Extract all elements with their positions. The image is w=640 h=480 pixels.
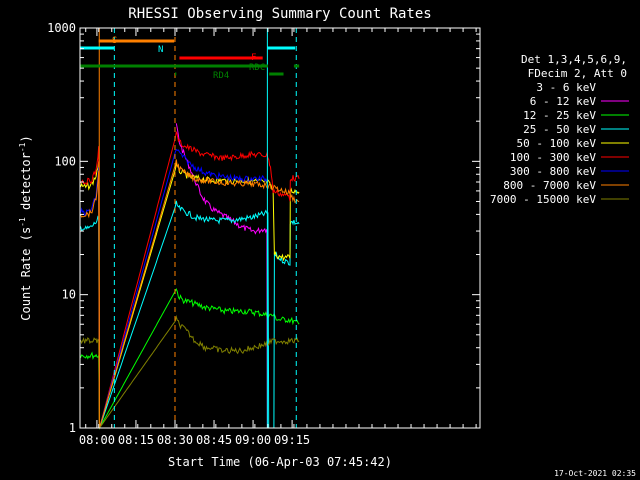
legend: Det 1,3,4,5,6,9, FDecim 2, Att 0 3 - 6 k… xyxy=(490,53,629,206)
y-axis-label-part: ) xyxy=(19,135,33,142)
legend-label: 50 - 100 keV xyxy=(517,137,597,150)
y-tick-label: 10 xyxy=(62,288,76,302)
y-axis-label-exponent: -1 xyxy=(18,217,27,227)
series-line xyxy=(80,200,300,429)
x-tick-label: 09:15 xyxy=(274,433,310,447)
legend-label: 6 - 12 keV xyxy=(530,95,597,108)
series-line xyxy=(80,148,269,429)
chart-title: RHESSI Observing Summary Count Rates xyxy=(128,6,431,22)
y-axis-label: Count Rate (s-1 detector-1) xyxy=(18,135,33,320)
x-axis-ticks: 08:00 08:15 08:30 08:45 09:00 09:15 xyxy=(79,28,477,447)
legend-label: 300 - 800 keV xyxy=(510,165,596,178)
y-axis-label-exponent: -1 xyxy=(18,142,27,152)
legend-label: 3 - 6 keV xyxy=(536,81,596,94)
flag-bar xyxy=(80,64,268,68)
legend-label: 100 - 300 keV xyxy=(510,151,596,164)
y-tick-label: 1000 xyxy=(47,21,76,35)
y-axis-ticks: 1 10 100 1000 xyxy=(47,21,480,435)
flag-label: S xyxy=(112,36,117,46)
flag-label: N xyxy=(158,45,163,55)
legend-header-line: Det 1,3,4,5,6,9, xyxy=(521,53,627,66)
flag-bar xyxy=(267,46,296,50)
series-line xyxy=(175,123,268,429)
y-axis-label-part: detector xyxy=(19,152,33,217)
vline-layer xyxy=(98,28,297,428)
flag-label: RDC xyxy=(249,63,265,73)
series-line xyxy=(80,159,300,429)
flag-bar xyxy=(80,46,115,50)
flag-bar xyxy=(269,72,284,76)
flag-bar xyxy=(179,56,263,60)
x-tick-label: 08:00 xyxy=(79,433,115,447)
series-line xyxy=(80,131,300,429)
x-tick-label: 08:45 xyxy=(196,433,232,447)
legend-label: 800 - 7000 keV xyxy=(503,179,596,192)
x-tick-label: 08:15 xyxy=(118,433,154,447)
series-layer xyxy=(80,112,300,430)
y-tick-label: 1 xyxy=(69,421,76,435)
x-tick-label: 09:00 xyxy=(235,433,271,447)
flag-bar xyxy=(293,64,300,68)
x-tick-label: 08:30 xyxy=(157,433,193,447)
legend-label: 25 - 50 keV xyxy=(523,123,596,136)
flag-bar xyxy=(174,72,177,76)
y-tick-label: 100 xyxy=(54,154,76,168)
legend-label: 12 - 25 keV xyxy=(523,109,596,122)
legend-header-line: FDecim 2, Att 0 xyxy=(528,67,627,80)
plot-frame xyxy=(79,27,481,429)
series-line xyxy=(80,314,300,430)
flag-label: F xyxy=(251,53,256,63)
flag-bar xyxy=(98,39,175,43)
legend-label: 7000 - 15000 keV xyxy=(490,193,596,206)
flag-label: RD4 xyxy=(213,71,229,81)
timestamp: 17-Oct-2021 02:35 xyxy=(554,469,636,478)
y-axis-label-part: Count Rate (s xyxy=(19,227,33,321)
series-line xyxy=(80,288,300,430)
x-axis-label: Start Time (06-Apr-03 07:45:42) xyxy=(168,455,392,469)
